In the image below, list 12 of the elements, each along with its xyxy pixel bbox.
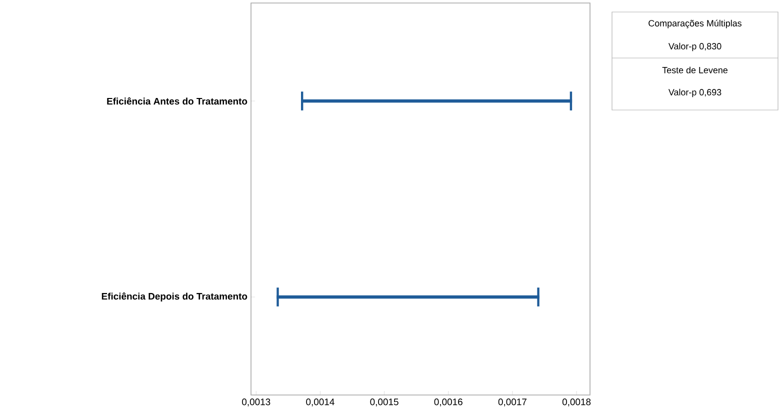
text: Valor-p 0,693 [668, 88, 722, 98]
text: Comparações Múltiplas [648, 20, 742, 28]
x-tick-label: 0,0013 [242, 398, 270, 406]
text: Teste de Levene [662, 66, 728, 74]
text: Valor-p 0,830 [668, 42, 722, 52]
y-tick-label: Eficiência Depois do Tratamento [102, 292, 248, 302]
x-tick-label: 0,0014 [306, 398, 334, 406]
x-tick-label: 0,0018 [562, 398, 591, 406]
x-tick-label: 0,0016 [434, 398, 462, 406]
y-tick-label: Eficiência Antes do Tratamento [107, 97, 248, 105]
x-tick-label: 0,0017 [498, 398, 526, 406]
x-tick-label: 0,0015 [370, 398, 398, 406]
